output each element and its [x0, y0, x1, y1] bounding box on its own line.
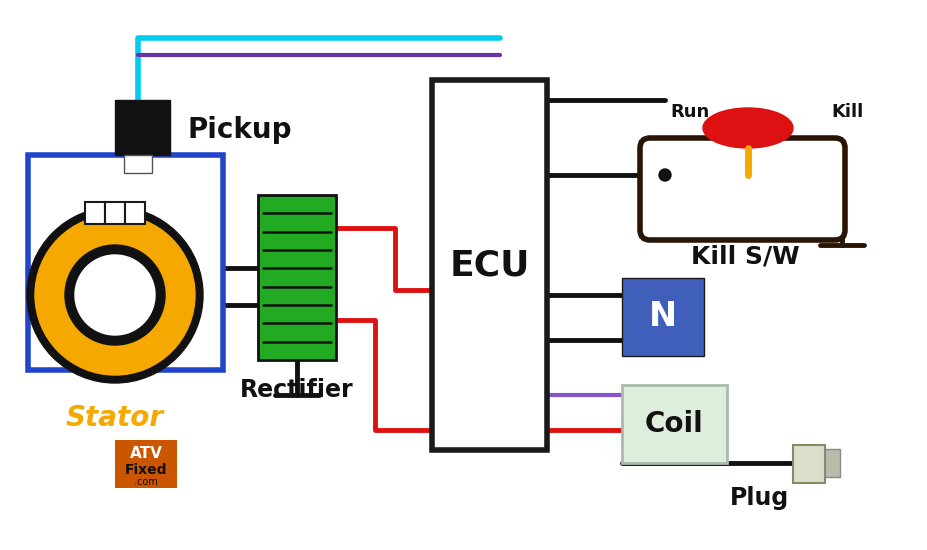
Text: Run: Run	[670, 103, 710, 121]
Bar	[115, 100, 170, 155]
Text: Rectifier: Rectifier	[240, 378, 354, 402]
Text: Coil: Coil	[644, 410, 704, 438]
Bar	[115, 440, 177, 488]
Text: Plug: Plug	[730, 486, 790, 510]
Bar	[28, 155, 223, 370]
Text: .com: .com	[134, 477, 158, 487]
Bar	[125, 202, 145, 224]
Text: Stator: Stator	[66, 404, 164, 432]
Text: Fixed: Fixed	[125, 463, 167, 477]
Bar	[258, 195, 336, 360]
Bar	[793, 445, 825, 483]
Bar	[124, 155, 152, 173]
Text: N: N	[649, 300, 677, 333]
Circle shape	[65, 245, 165, 345]
Text: Kill S/W: Kill S/W	[691, 244, 799, 268]
FancyBboxPatch shape	[640, 138, 845, 240]
Text: Kill: Kill	[832, 103, 864, 121]
Circle shape	[35, 215, 195, 375]
Bar	[432, 80, 547, 450]
Bar	[105, 202, 125, 224]
Circle shape	[75, 255, 155, 335]
Circle shape	[659, 169, 671, 181]
Ellipse shape	[703, 108, 793, 148]
Text: ECU: ECU	[450, 248, 530, 282]
Bar	[622, 385, 727, 463]
Bar	[85, 202, 105, 224]
Circle shape	[27, 207, 203, 383]
Bar	[825, 449, 840, 477]
Text: ATV: ATV	[130, 447, 162, 461]
Bar	[622, 278, 704, 356]
Text: Pickup: Pickup	[188, 116, 292, 144]
